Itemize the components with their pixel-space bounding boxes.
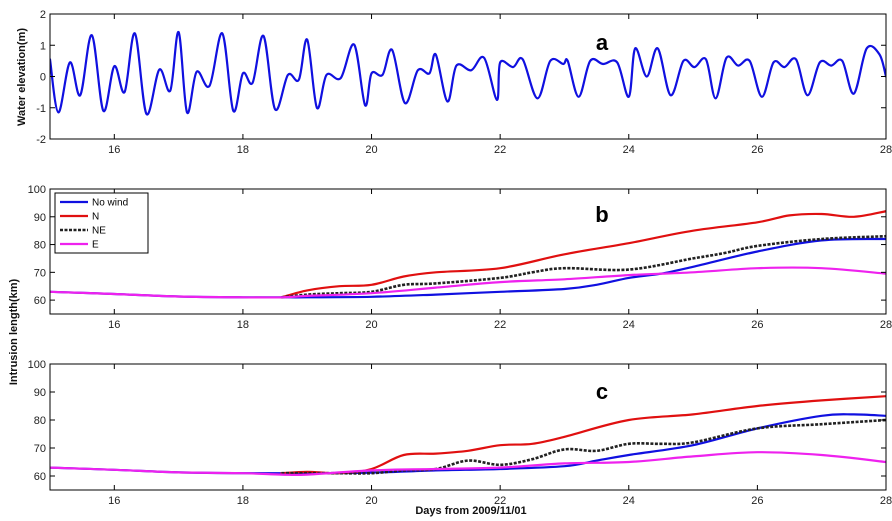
y-tick-label: -2	[36, 134, 46, 146]
x-tick-label: 26	[751, 495, 763, 507]
y-tick-label: 90	[34, 387, 46, 399]
x-tick-label: 28	[880, 319, 892, 331]
plot-frame	[49, 188, 887, 315]
y-tick-label: 1	[40, 40, 46, 52]
y-tick-label: 100	[28, 359, 46, 371]
x-tick-label: 26	[751, 144, 763, 156]
shared-y-axis-label: Intrusion length(km)	[8, 279, 20, 386]
x-tick-label: 20	[365, 319, 377, 331]
x-tick-label: 16	[108, 495, 120, 507]
series-line-no-wind	[50, 413, 886, 475]
x-axis-label: Days from 2009/11/01	[415, 505, 526, 517]
x-tick-label: 24	[623, 144, 635, 156]
series-line-e	[50, 266, 886, 299]
x-tick-label: 28	[880, 144, 892, 156]
panel-letter: b	[595, 202, 608, 227]
panel-a-water-elevation: 16 18 20 22 24 26 28 -2 -1 0 1 2 a Water elevation(m)	[16, 9, 892, 156]
series-line-series-0	[50, 30, 886, 116]
series-line-ne	[281, 418, 886, 475]
legend-entry: No wind	[92, 198, 128, 209]
y-tick-label: 60	[34, 471, 46, 483]
x-tick-label: 16	[108, 144, 120, 156]
x-tick-label: 20	[365, 144, 377, 156]
y-tick-label: 80	[34, 240, 46, 252]
series-line-n	[280, 210, 886, 299]
x-tick-label: 22	[494, 319, 506, 331]
y-tick-label: 100	[28, 184, 46, 196]
x-tick-label: 20	[365, 495, 377, 507]
y-tick-label: -1	[36, 103, 46, 115]
x-tick-label: 24	[623, 319, 635, 331]
y-axis-label: Water elevation(m)	[16, 28, 28, 126]
x-tick-label: 28	[880, 495, 892, 507]
x-tick-label: 22	[494, 495, 506, 507]
panel-letter: c	[596, 379, 608, 404]
series-line-n	[280, 395, 886, 475]
x-tick-label: 24	[623, 495, 635, 507]
x-tick-label: 22	[494, 144, 506, 156]
plot-frame	[49, 13, 887, 140]
legend: No wind N NE E	[54, 192, 149, 254]
legend-entry: N	[92, 212, 99, 223]
x-tick-label: 26	[751, 319, 763, 331]
series-line-ne	[281, 234, 886, 299]
y-tick-label: 60	[34, 295, 46, 307]
panel-b-intrusion-length: 16 18 20 22 24 26 28 60 70 80 90 100 b No wind N NE E	[28, 184, 892, 331]
x-tick-label: 18	[237, 495, 249, 507]
plot-frame	[49, 363, 887, 491]
panel-c-intrusion-length: 16 18 20 22 24 26 28 60 70 80 90 100 c	[28, 359, 892, 507]
y-tick-label: 0	[40, 72, 46, 84]
y-tick-label: 2	[40, 9, 46, 21]
legend-entry: E	[92, 240, 99, 251]
series-line-e	[50, 451, 886, 477]
y-tick-label: 80	[34, 415, 46, 427]
x-tick-label: 18	[237, 319, 249, 331]
x-tick-label: 18	[237, 144, 249, 156]
y-tick-label: 90	[34, 212, 46, 224]
y-tick-label: 70	[34, 443, 46, 455]
x-tick-label: 16	[108, 319, 120, 331]
legend-entry: NE	[92, 226, 106, 237]
y-tick-label: 70	[34, 267, 46, 279]
panel-letter: a	[596, 30, 609, 55]
